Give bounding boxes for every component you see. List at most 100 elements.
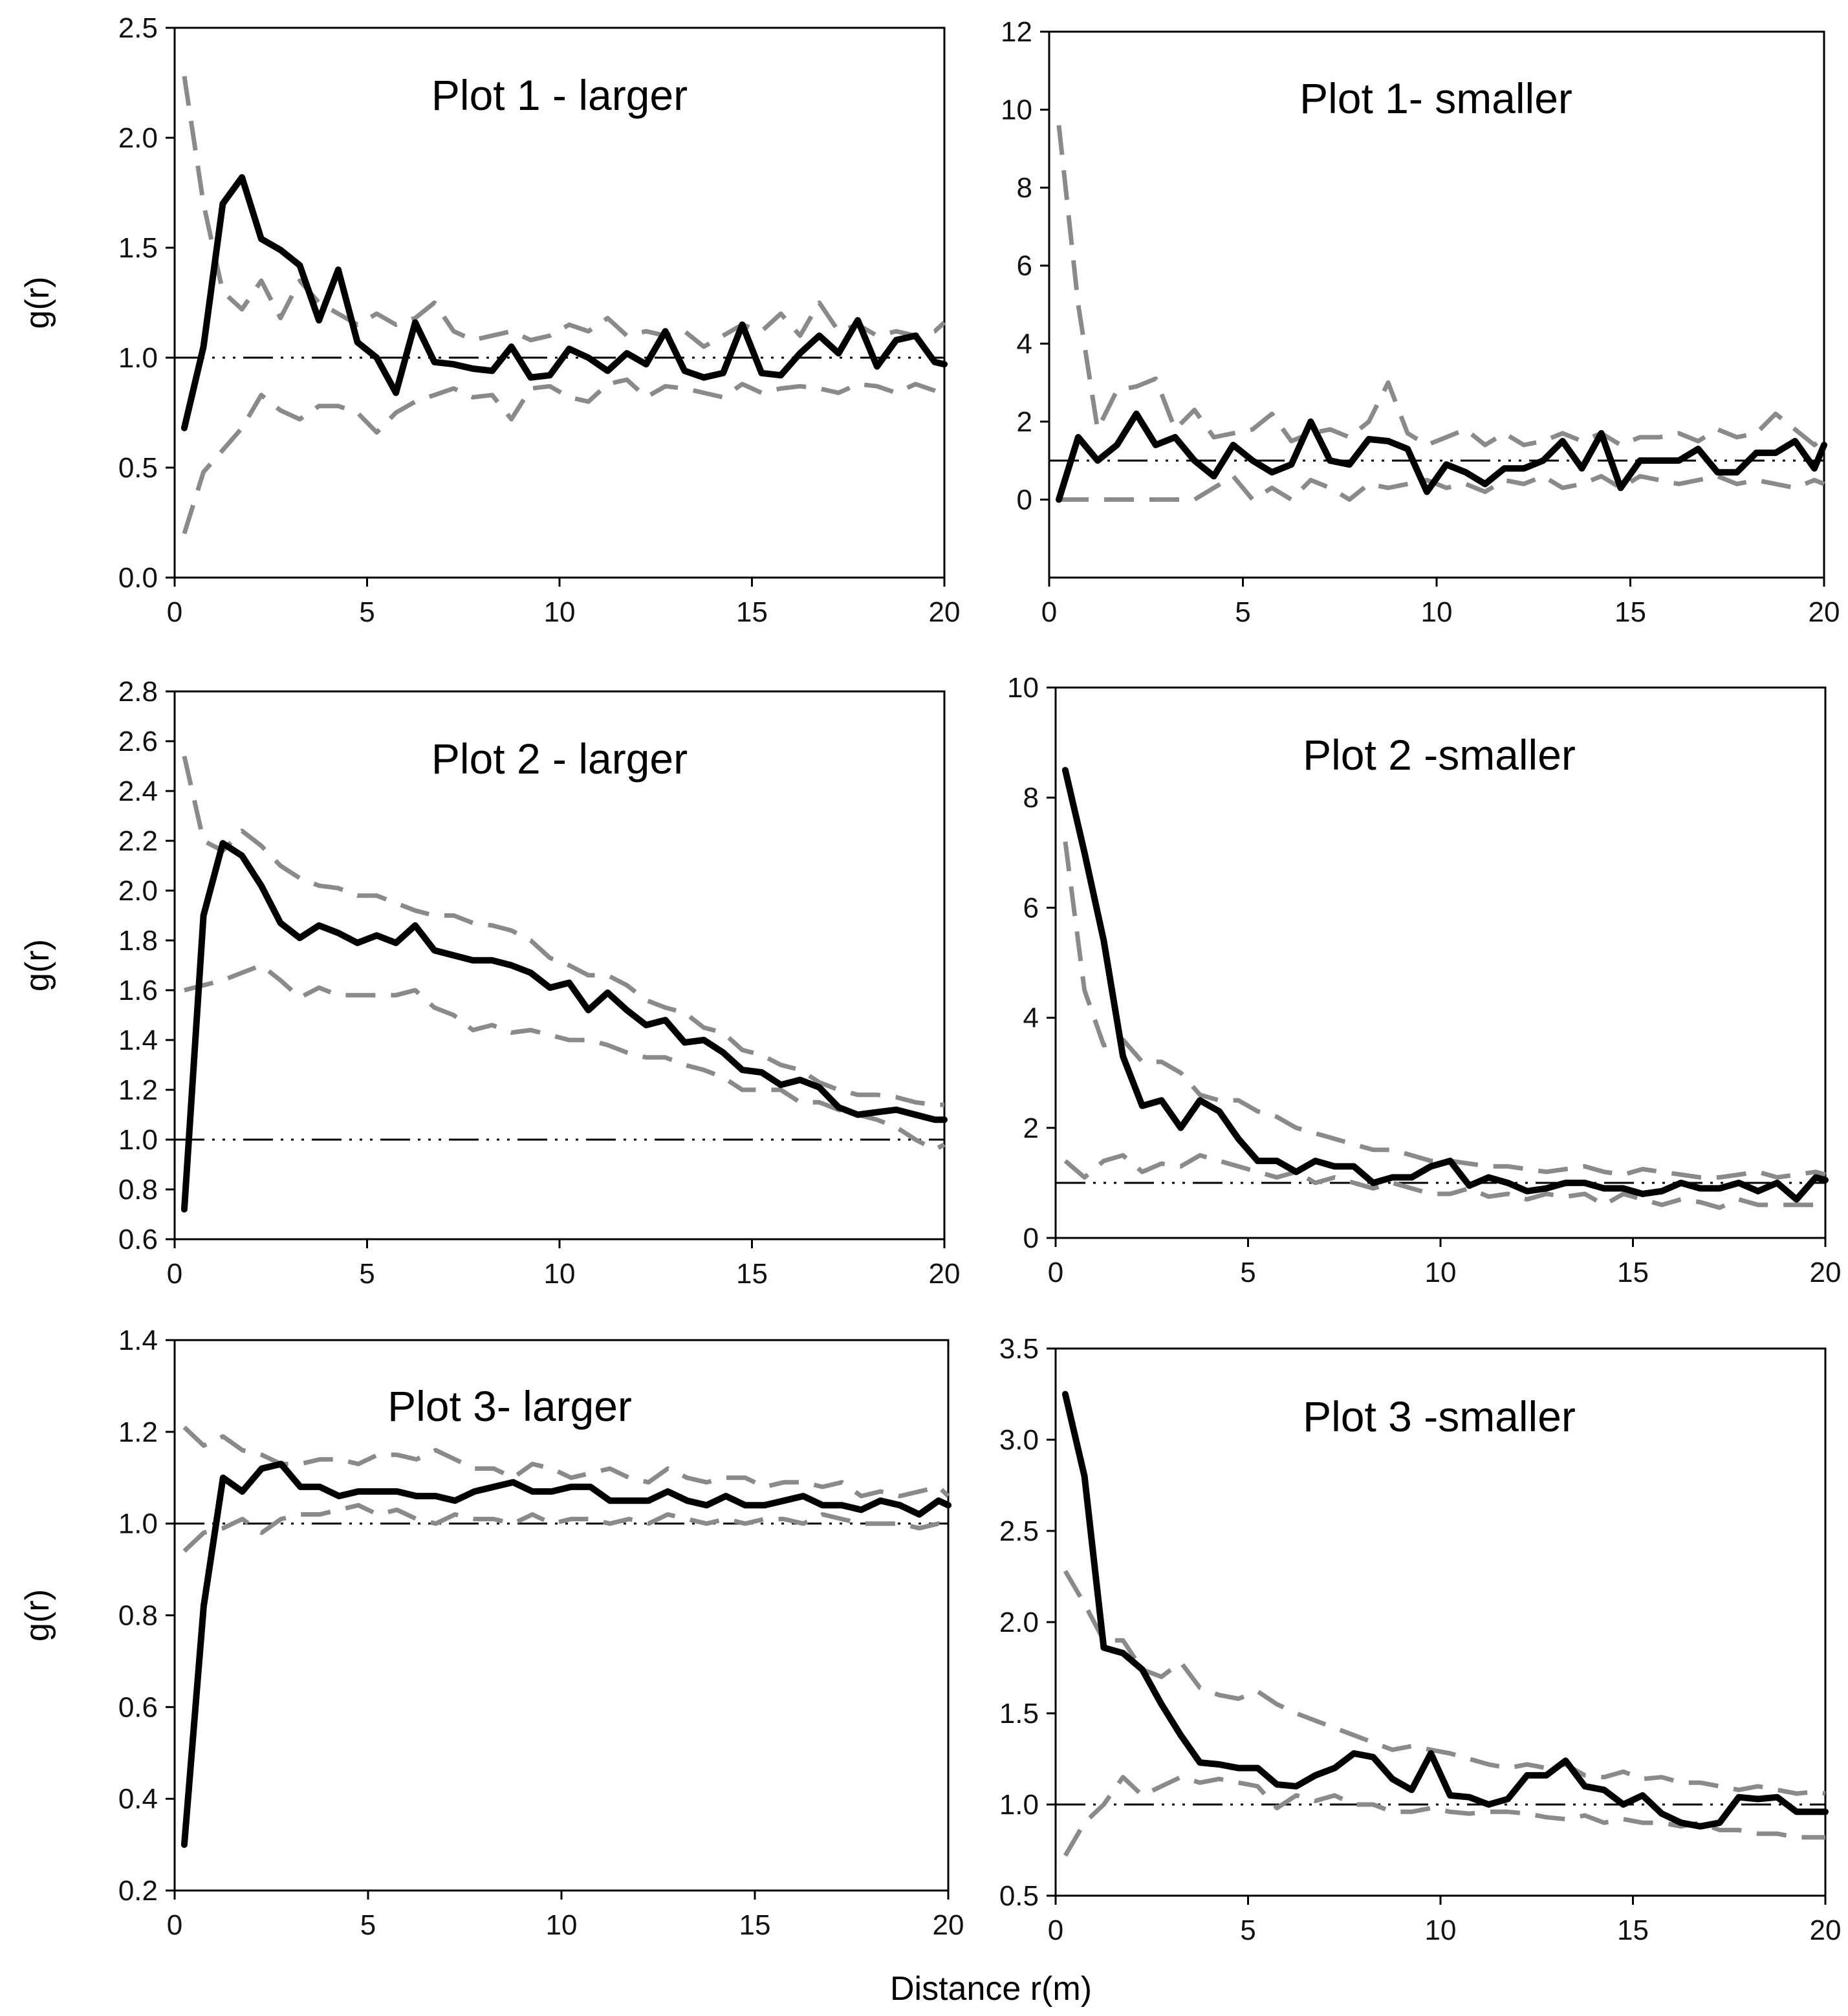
upper-envelope-line — [1056, 125, 1826, 448]
y-tick-label: 1.0 — [118, 342, 158, 374]
x-tick-label: 10 — [1425, 1914, 1457, 1946]
panel-title: Plot 2 -smaller — [1303, 731, 1576, 779]
x-tick-label: 15 — [1617, 1914, 1649, 1946]
panel-plot1-larger: 0 5 10 15 20 0.0 0.5 1.0 1.5 2.0 2.5 Plot 1 - large… — [19, 12, 960, 628]
x-tick-label: 10 — [1425, 1257, 1457, 1288]
y-tick-label: 0.8 — [118, 1174, 158, 1206]
panel-plot2-smaller: 0 5 10 15 20 0 2 4 6 8 10 Plot 2 -smaller — [1007, 672, 1841, 1288]
lower-envelope-line — [1059, 473, 1825, 502]
panel-title: Plot 1 - larger — [431, 71, 688, 119]
y-tick-label: 2.0 — [118, 875, 158, 907]
x-tick-label: 10 — [544, 596, 576, 628]
x-axis-title: Distance r(m) — [890, 1970, 1092, 2008]
x-tick-label: 20 — [929, 596, 961, 628]
lower-envelope-line — [182, 377, 946, 535]
y-tick-label: 1.8 — [118, 925, 158, 957]
observed-gr-line — [1061, 1391, 1829, 1830]
y-tick-label: 0.5 — [118, 452, 158, 484]
x-tick-label: 0 — [1048, 1257, 1063, 1288]
panel-title: Plot 3 -smaller — [1303, 1393, 1576, 1440]
y-tick-label: 1.4 — [118, 1024, 158, 1056]
panel-title: Plot 2 - larger — [431, 735, 688, 783]
y-tick-label: 2.0 — [118, 122, 158, 154]
y-tick-label: 2.4 — [118, 775, 158, 807]
x-tick-label: 15 — [736, 1258, 768, 1290]
y-tick-label: 0.6 — [118, 1224, 158, 1255]
y-tick-label: 0.5 — [999, 1880, 1039, 1912]
y-tick-label: 0.6 — [118, 1691, 158, 1723]
y-tick-label: 8 — [1023, 782, 1039, 814]
upper-envelope-line — [1063, 1570, 1826, 1796]
x-tick-label: 0 — [167, 1909, 182, 1941]
y-axis-title: g(r) — [19, 277, 56, 329]
panel-title: Plot 3- larger — [387, 1382, 632, 1430]
x-tick-label: 20 — [933, 1909, 964, 1941]
x-tick-label: 20 — [1810, 1257, 1842, 1288]
x-tick-label: 0 — [167, 1258, 182, 1290]
y-tick-label: 1.0 — [118, 1508, 158, 1540]
y-tick-label: 4 — [1023, 1003, 1039, 1034]
y-tick-label: 1.6 — [118, 975, 158, 1006]
y-tick-label: 0.2 — [118, 1875, 158, 1907]
observed-gr-line — [1056, 410, 1827, 503]
x-tick-label: 5 — [1235, 596, 1250, 628]
upper-envelope-line — [182, 755, 944, 1107]
observed-gr-line — [180, 840, 948, 1213]
lower-envelope-line — [1063, 1775, 1825, 1857]
x-tick-label: 0 — [1041, 596, 1057, 628]
y-tick-label: 2.5 — [118, 12, 158, 44]
y-tick-label: 2.6 — [118, 726, 158, 757]
observed-gr-line — [1061, 766, 1829, 1203]
y-tick-label: 1.5 — [999, 1698, 1039, 1729]
panel-plot3-smaller: 0 5 10 15 20 0.5 1.0 1.5 2.0 2.5 3.0 3.5 Plot 3 -sma… — [999, 1333, 1842, 1946]
x-tick-label: 5 — [1240, 1257, 1256, 1288]
y-tick-label: 3.5 — [999, 1333, 1039, 1365]
y-tick-label: 8 — [1017, 172, 1032, 204]
panel-title: Plot 1- smaller — [1299, 74, 1572, 122]
y-tick-label: 1.4 — [118, 1325, 158, 1356]
x-tick-label: 10 — [544, 1258, 576, 1290]
y-tick-label: 1.2 — [118, 1416, 158, 1448]
y-tick-label: 10 — [1007, 672, 1039, 704]
y-tick-label: 1.0 — [118, 1124, 158, 1156]
y-tick-label: 0.4 — [118, 1783, 158, 1815]
x-tick-label: 5 — [1240, 1914, 1256, 1946]
x-tick-label: 5 — [359, 1258, 375, 1290]
observed-gr-line — [180, 1460, 951, 1848]
y-tick-label: 6 — [1023, 892, 1039, 924]
y-tick-label: 0.8 — [118, 1600, 158, 1632]
panel-plot3-larger: 0 5 10 15 20 0.2 0.4 0.6 0.8 1.0 1.2 1.4 Plot 3- lar… — [19, 1325, 964, 1941]
y-tick-label: 12 — [1001, 16, 1032, 48]
x-tick-label: 20 — [1810, 1914, 1842, 1946]
x-tick-label: 0 — [1048, 1914, 1063, 1946]
y-tick-label: 2 — [1017, 406, 1032, 438]
y-tick-label: 2.0 — [999, 1607, 1039, 1638]
x-tick-label: 15 — [1617, 1257, 1649, 1288]
x-tick-label: 15 — [1614, 596, 1646, 628]
lower-envelope-line — [184, 963, 946, 1152]
x-tick-label: 15 — [736, 596, 768, 628]
y-tick-label: 10 — [1001, 94, 1032, 126]
y-axis-title: g(r) — [19, 939, 56, 992]
x-tick-label: 5 — [359, 596, 375, 628]
y-tick-label: 2.5 — [999, 1515, 1039, 1547]
observed-gr-line — [180, 174, 948, 431]
x-tick-label: 10 — [1421, 596, 1453, 628]
lower-envelope-line — [182, 1502, 950, 1553]
y-tick-label: 1.0 — [999, 1789, 1039, 1821]
x-tick-label: 20 — [929, 1258, 961, 1290]
lower-envelope-line — [1063, 1153, 1825, 1210]
y-tick-label: 6 — [1017, 250, 1032, 282]
x-tick-label: 20 — [1809, 596, 1840, 628]
y-axis-title: g(r) — [19, 1589, 56, 1642]
x-tick-label: 0 — [167, 596, 182, 628]
x-tick-label: 5 — [360, 1909, 376, 1941]
upper-envelope-line — [182, 1425, 950, 1499]
y-tick-label: 0 — [1023, 1222, 1039, 1254]
panel-plot2-larger: 0 5 10 15 20 0.6 0.8 1.0 1.2 1.4 1.6 1.8 2.0 2.2 2.4 2.… — [19, 676, 960, 1290]
y-tick-label: 2 — [1023, 1112, 1039, 1144]
panel-plot1-smaller: 0 5 10 15 20 0 2 4 6 8 10 12 Plot 1- smaller — [1001, 16, 1840, 628]
y-tick-label: 0 — [1017, 484, 1032, 515]
y-tick-label: 0.0 — [118, 562, 158, 594]
